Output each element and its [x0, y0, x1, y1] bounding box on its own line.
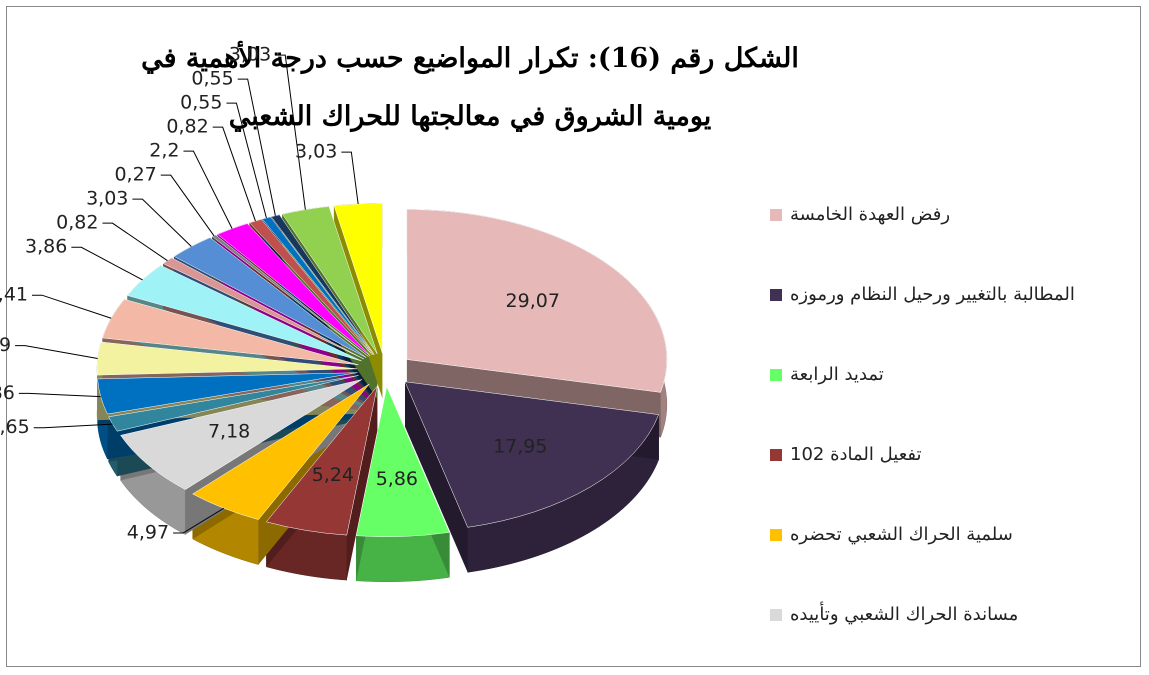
leader-line [71, 246, 143, 281]
leader-line [237, 78, 276, 216]
slice [120, 379, 363, 490]
data-label: 0,55 [180, 92, 222, 114]
leader-line [132, 198, 192, 247]
slice [261, 216, 374, 355]
slice-tops [96, 203, 668, 538]
data-label: 1,65 [0, 416, 30, 438]
data-label: 3,59 [0, 334, 11, 356]
legend-swatch [770, 369, 782, 381]
leader-line [18, 392, 101, 398]
leader-line [183, 150, 233, 229]
leader-line [212, 126, 256, 222]
chart-title: الشكل رقم (16): تكرار المواضيع حسب درجة … [141, 43, 799, 132]
legend-swatch [770, 449, 782, 461]
slice [404, 381, 660, 528]
leader-line [33, 423, 113, 429]
slice [265, 385, 378, 536]
legend-label: تفعيل المادة 102 [790, 444, 922, 465]
leader-line [15, 345, 98, 359]
legend-swatch [770, 289, 782, 301]
legend-swatch [770, 529, 782, 541]
slice [96, 341, 358, 376]
data-label: 0,82 [56, 212, 98, 234]
legend-label: مساندة الحراك الشعبي وتأييده [790, 601, 1018, 625]
legend-swatch [770, 609, 782, 621]
data-label: 0,82 [166, 116, 208, 138]
data-label: 3,03 [295, 141, 337, 163]
data-label: 5,24 [312, 464, 354, 486]
slice [355, 385, 450, 538]
data-label: 17,95 [493, 435, 547, 457]
data-label: 4,41 [0, 284, 28, 306]
slice [211, 234, 369, 357]
data-label: 0,55 [191, 68, 233, 90]
slice [406, 209, 668, 393]
data-label: 3,03 [229, 44, 271, 66]
legend-label: سلمية الحراك الشعبي تحضره [790, 524, 1013, 545]
leader-line [173, 507, 225, 534]
data-label: 5,86 [376, 468, 418, 490]
data-label: 29,07 [506, 290, 560, 312]
leader-line [102, 222, 168, 262]
leader-line [226, 102, 267, 219]
leader-line [160, 174, 215, 237]
data-label: 2,2 [149, 140, 179, 162]
slice [127, 265, 362, 362]
data-label: 3,86 [25, 236, 67, 258]
data-label: 4,97 [127, 522, 169, 544]
leader-line [32, 294, 112, 319]
data-label: 3,86 [0, 382, 15, 404]
legend-label: تمديد الرابعة [790, 364, 884, 385]
chart-frame [6, 6, 1141, 667]
slice [192, 383, 370, 520]
legend-label: رفض العهدة الخامسة [790, 204, 950, 225]
slice [97, 372, 358, 415]
legend-swatch [770, 209, 782, 221]
legend-label: المطالبة بالتغيير ورحيل النظام ورموزه [790, 284, 1075, 305]
slice [102, 299, 359, 366]
data-label: 7,18 [208, 421, 250, 443]
data-label: 0,27 [114, 164, 156, 186]
leader-line [341, 151, 359, 204]
slice-wall [405, 381, 468, 573]
leader-line [275, 54, 306, 210]
data-label: 3,03 [86, 188, 128, 210]
